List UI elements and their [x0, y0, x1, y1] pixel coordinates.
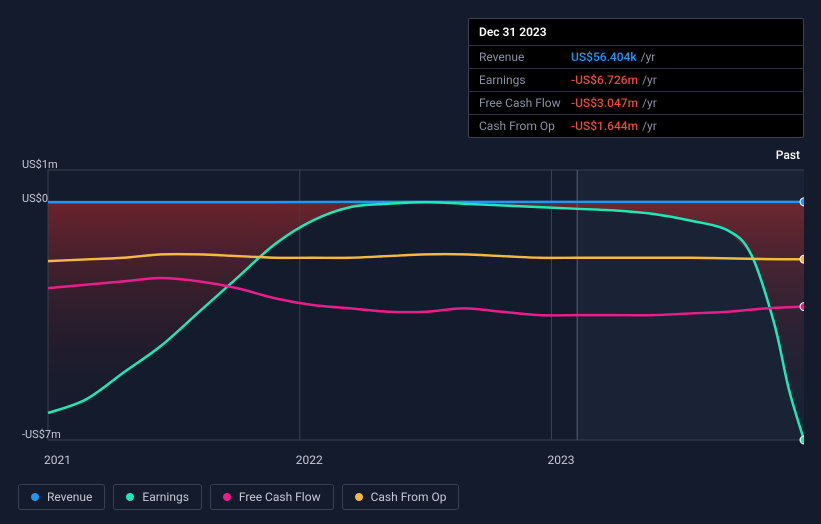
tooltip-row-label: Free Cash Flow — [479, 96, 571, 110]
y-axis-label: -US$7m — [22, 428, 61, 441]
x-axis-label: 2023 — [547, 453, 574, 467]
legend-item-label: Cash From Op — [371, 490, 447, 504]
series-end-marker — [800, 198, 804, 206]
tooltip-row: RevenueUS$56.404k/yr — [469, 46, 803, 69]
x-axis-label: 2021 — [44, 453, 71, 467]
y-axis-label: US$1m — [22, 158, 58, 171]
series-end-marker — [800, 436, 804, 444]
legend-dot-icon — [223, 493, 231, 501]
past-label: Past — [776, 148, 800, 162]
chart-area: US$1mUS$0-US$7m 202120222023 Past — [18, 120, 804, 445]
legend-dot-icon — [31, 493, 39, 501]
tooltip-row-unit: /yr — [642, 96, 657, 110]
tooltip-row-unit: /yr — [641, 50, 656, 64]
line-chart[interactable] — [18, 120, 804, 445]
legend-item[interactable]: Revenue — [18, 484, 105, 510]
y-axis-label: US$0 — [22, 192, 48, 205]
tooltip-row: Free Cash Flow-US$3.047m/yr — [469, 92, 803, 115]
tooltip-row-unit: /yr — [642, 73, 657, 87]
series-end-marker — [800, 303, 804, 311]
series-end-marker — [800, 255, 804, 263]
tooltip-row-label: Revenue — [479, 50, 571, 64]
tooltip-row-value: US$56.404k — [571, 50, 637, 64]
legend-item-label: Revenue — [47, 490, 92, 504]
legend-item-label: Free Cash Flow — [239, 490, 321, 504]
x-axis-label: 2022 — [296, 453, 323, 467]
legend-item[interactable]: Free Cash Flow — [210, 484, 334, 510]
legend: Revenue Earnings Free Cash Flow Cash From O… — [18, 484, 459, 510]
legend-item[interactable]: Cash From Op — [342, 484, 460, 510]
tooltip-row-label: Earnings — [479, 73, 571, 87]
tooltip-date: Dec 31 2023 — [469, 19, 803, 46]
legend-dot-icon — [126, 493, 134, 501]
legend-item-label: Earnings — [142, 490, 189, 504]
tooltip-row-value: -US$3.047m — [571, 96, 638, 110]
legend-item[interactable]: Earnings — [113, 484, 202, 510]
legend-dot-icon — [355, 493, 363, 501]
tooltip-row-value: -US$6.726m — [571, 73, 638, 87]
tooltip-row: Earnings-US$6.726m/yr — [469, 69, 803, 92]
